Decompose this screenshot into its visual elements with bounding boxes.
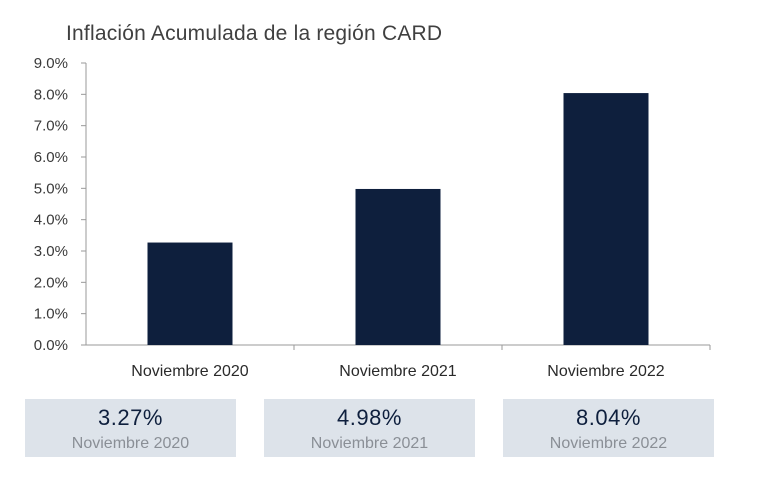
bar [355,188,441,345]
summary-card-2021: 4.98% Noviembre 2021 [264,399,475,457]
summary-card-2020: 3.27% Noviembre 2020 [25,399,236,457]
x-category-label: Noviembre 2020 [131,363,249,380]
y-tick-label: 9.0% [34,55,68,72]
bar [563,93,649,345]
y-tick-label: 6.0% [34,149,68,166]
y-tick-label: 2.0% [34,274,68,291]
x-category-label: Noviembre 2021 [339,363,457,380]
y-tick-label: 3.0% [34,243,68,260]
summary-card-2022: 8.04% Noviembre 2022 [503,399,714,457]
summary-value: 8.04% [576,405,641,430]
summary-label: Noviembre 2020 [71,435,190,452]
y-tick-label: 7.0% [34,118,68,135]
bar [147,242,233,345]
summary-value: 3.27% [98,405,163,430]
y-tick-label: 5.0% [34,180,68,197]
y-tick-label: 4.0% [34,212,68,229]
chart-title: Inflación Acumulada de la región CARD [66,22,443,45]
summary-value: 4.98% [337,405,402,430]
bar-chart: 0.0% 1.0% 2.0% 3.0% 4.0% 5.0% 6.0% 7.0% 8.0% 9.0%… [34,55,711,380]
summary-label: Noviembre 2021 [310,435,429,452]
x-category-label: Noviembre 2022 [547,363,665,380]
y-tick-label: 0.0% [34,337,68,354]
y-tick-label: 1.0% [34,306,68,323]
y-tick-label: 8.0% [34,86,68,103]
summary-label: Noviembre 2022 [549,435,668,452]
